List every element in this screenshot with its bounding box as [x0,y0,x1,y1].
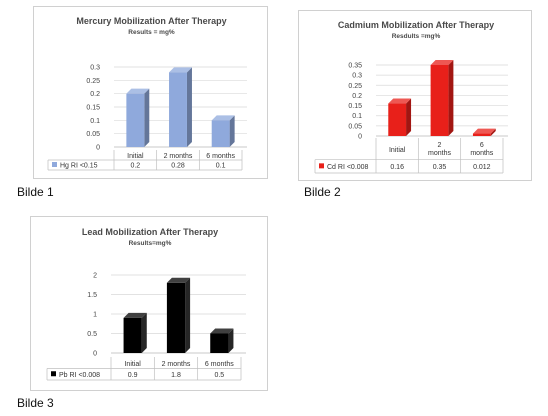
lead-bar [210,328,234,353]
mercury-ytick-label: 0.25 [86,78,100,85]
mercury-bar-front [211,120,230,147]
cadmium-bar [388,98,412,136]
lead-ytick-label: 2 [93,273,97,280]
lead-chart-title: Lead Mobilization After Therapy [82,227,218,237]
lead-bar [166,277,191,353]
cadmium-category-label: 6 months [470,142,493,157]
caption-bilde-3: Bilde 3 [17,396,54,410]
mercury-bar-front [126,93,145,147]
lead-ytick-label: 1 [93,312,97,319]
mercury-category-label: 2 months [164,153,193,160]
lead-bar-side [185,277,191,353]
lead-ytick-label: 0.5 [87,331,97,338]
cadmium-data-table: Initial 2 months 6 months 0.16 0.35 0.012 Cd RI … [314,138,504,174]
mercury-chart-title: Mercury Mobilization After Therapy [76,16,226,26]
mercury-ytick-label: 0 [96,145,100,152]
mercury-bar-front [169,72,187,147]
cadmium-bar-side [490,128,496,136]
lead-category-label: Initial [124,361,141,368]
cadmium-bar-front [430,65,449,136]
mercury-legend-swatch [52,162,57,167]
cadmium-ytick-label: 0.25 [348,83,362,90]
lead-chart-subtitle: Results=mg% [129,240,172,247]
lead-bar-front [123,317,142,353]
cadmium-chart-title: Cadmium Mobilization After Therapy [338,20,494,30]
lead-bar-top [210,328,234,334]
mercury-ytick-label: 0.2 [90,91,100,98]
cadmium-chart-subtitle: Resdults =mg% [392,33,441,40]
lead-ytick-label: 0 [93,351,97,358]
caption-bilde-1: Bilde 1 [17,185,54,199]
cadmium-legend-swatch [319,163,324,169]
cadmium-category-label: 2 months [428,142,451,157]
cadmium-ytick-label: 0.05 [348,123,362,130]
caption-bilde-2: Bilde 2 [304,185,341,199]
mercury-chart-subtitle: Results = mg% [128,29,175,36]
lead-bar-side [228,328,234,353]
mercury-bar-side [144,88,150,147]
lead-bar-front [210,333,229,353]
mercury-bar [211,115,235,147]
mercury-value-label: 0.2 [130,163,140,170]
cadmium-category-label: Initial [389,147,406,154]
cadmium-ytick-label: 0 [358,134,362,141]
lead-ytick-label: 1.5 [87,292,97,299]
cadmium-value-label: 0.012 [473,164,491,171]
cadmium-chart: Cadmium Mobilization After Therapy Resdul… [314,20,508,174]
mercury-bar-top [126,88,150,94]
mercury-ytick-label: 0.1 [90,118,100,125]
cadmium-value-label: 0.16 [390,164,404,171]
mercury-value-label: 0.1 [216,163,226,170]
cadmium-ytick-label: 0.3 [352,73,362,80]
mercury-legend-label: Hg RI <0.15 [60,163,98,170]
mercury-bar-top [211,115,235,121]
lead-bar-front [166,282,186,353]
mercury-bar [169,67,192,147]
cadmium-bar-front [472,133,491,136]
lead-bar-top [123,312,147,318]
lead-legend-swatch [51,371,56,377]
lead-data-table: Initial 2 months 6 months 0.9 1.8 0.5 Pb RI <0… [46,357,242,381]
mercury-data-table: Initial 2 months 6 months 0.2 0.28 0.1 Hg RI <… [47,150,243,171]
mercury-chart-panel: Mercury Mobilization After Therapy Result… [33,6,268,179]
mercury-bar-side [229,115,235,147]
cadmium-bar [472,128,496,136]
mercury-category-label: 6 months [206,153,235,160]
mercury-ytick-label: 0.15 [86,105,100,112]
mercury-ytick-label: 0.05 [86,131,100,138]
mercury-bar [126,88,150,147]
mercury-value-label: 0.28 [171,163,185,170]
mercury-chart: Mercury Mobilization After Therapy Result… [47,16,247,171]
cadmium-bar-top [472,128,496,134]
lead-value-label: 0.9 [128,372,138,379]
cadmium-bar [430,60,454,136]
cadmium-bar-top [430,60,454,65]
lead-value-label: 0.5 [214,372,224,379]
lead-bar [123,312,147,353]
lead-chart-panel: Lead Mobilization After Therapy Results=m… [30,216,268,391]
cadmium-ytick-label: 0.15 [348,103,362,110]
lead-category-label: 6 months [205,361,234,368]
mercury-bar-side [186,67,192,147]
cadmium-bar-side [448,60,454,136]
lead-bar-side [141,312,147,353]
cadmium-value-label: 0.35 [433,164,447,171]
lead-chart: Lead Mobilization After Therapy Results=m… [46,227,246,381]
cadmium-chart-panel: Cadmium Mobilization After Therapy Resdul… [298,10,532,181]
mercury-bar-top [169,67,192,73]
lead-bar-top [166,277,191,283]
cadmium-bar-front [388,103,407,136]
cadmium-ytick-label: 0.35 [348,63,362,70]
mercury-ytick-label: 0.3 [90,65,100,72]
lead-legend-label: Pb RI <0.008 [59,372,100,379]
lead-category-label: 2 months [162,361,191,368]
cadmium-ytick-label: 0.1 [352,113,362,120]
mercury-category-label: Initial [127,153,144,160]
cadmium-bar-side [406,98,412,136]
cadmium-ytick-label: 0.2 [352,93,362,100]
lead-value-label: 1.8 [171,372,181,379]
cadmium-legend-label: Cd RI <0.008 [327,164,369,171]
cadmium-bar-top [388,98,412,104]
